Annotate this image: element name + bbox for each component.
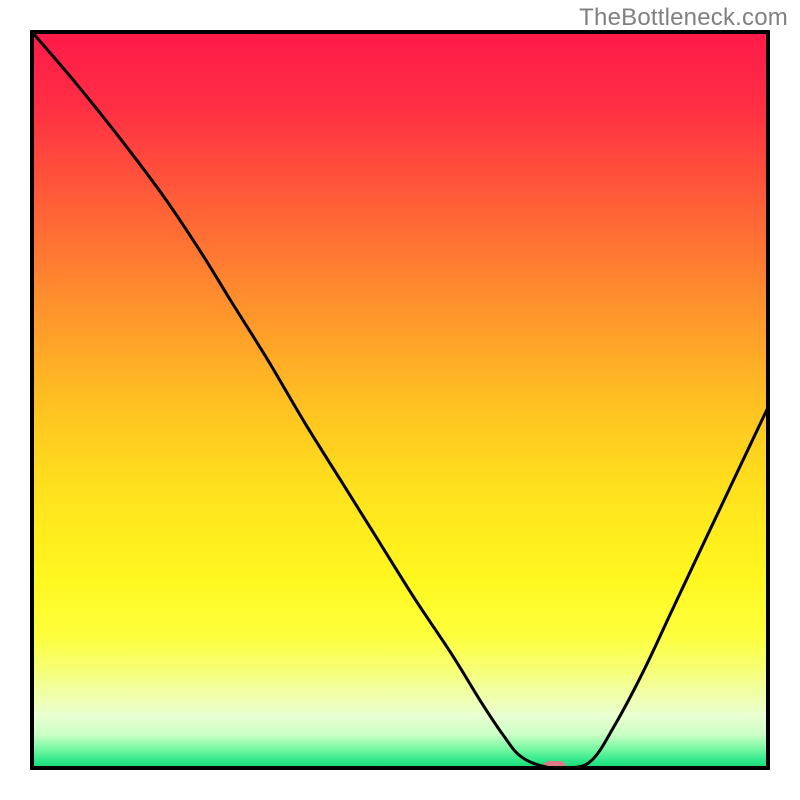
chart-svg [0, 0, 800, 800]
gradient-background [32, 32, 768, 768]
watermark-text: TheBottleneck.com [579, 4, 788, 32]
chart-stage: TheBottleneck.com [0, 0, 800, 800]
chart-canvas [0, 0, 800, 800]
